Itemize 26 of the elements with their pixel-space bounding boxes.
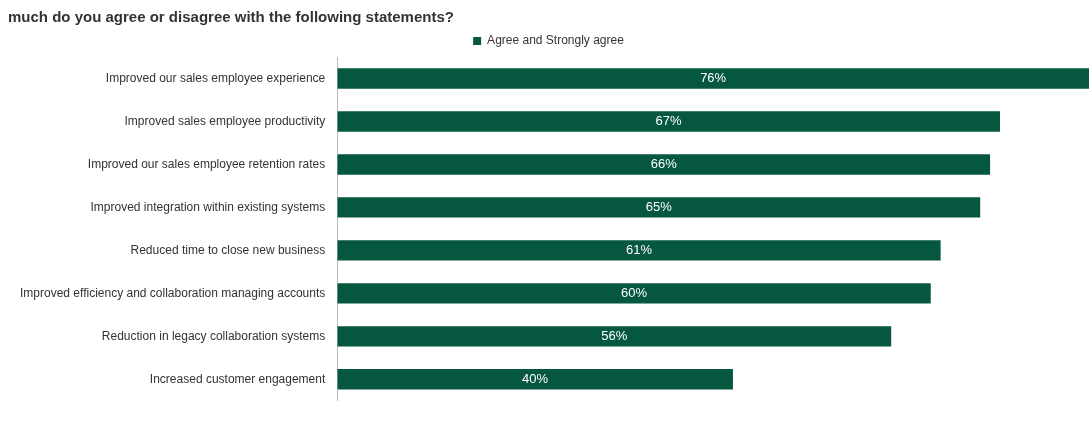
data-label: 76% — [700, 70, 727, 86]
data-label: 65% — [645, 198, 673, 214]
y-tick-label: Improved sales employee productivity — [124, 113, 326, 128]
bar — [337, 283, 931, 304]
bar — [337, 111, 1000, 132]
bar — [337, 369, 733, 390]
bar — [337, 240, 941, 261]
bar — [337, 68, 1089, 89]
bar — [337, 154, 991, 175]
legend-label: Agree and Strongly agree — [487, 33, 625, 48]
y-tick-label: Increased customer engagement — [149, 371, 326, 386]
y-tick-label: Reduction in legacy collaboration systems — [101, 328, 326, 343]
bar — [337, 326, 892, 347]
data-label: 66% — [650, 156, 678, 172]
data-label: 61% — [625, 241, 653, 257]
y-tick-label: Reduced time to close new business — [130, 242, 326, 257]
data-label: 67% — [655, 113, 683, 129]
data-label: 60% — [621, 284, 648, 300]
y-tick-label: Improved efficiency and collaboration managing accounts — [20, 285, 326, 300]
y-tick-label: Improved our sales employee retention rates — [87, 156, 326, 171]
chart-title: much do you agree or disagree with the following statements? — [8, 8, 455, 25]
data-label: 40% — [522, 370, 549, 386]
y-tick-label: Improved integration within existing systems — [90, 199, 326, 214]
bar — [337, 197, 981, 218]
y-tick-label: Improved our sales employee experience — [105, 70, 326, 85]
data-label: 56% — [601, 327, 628, 343]
